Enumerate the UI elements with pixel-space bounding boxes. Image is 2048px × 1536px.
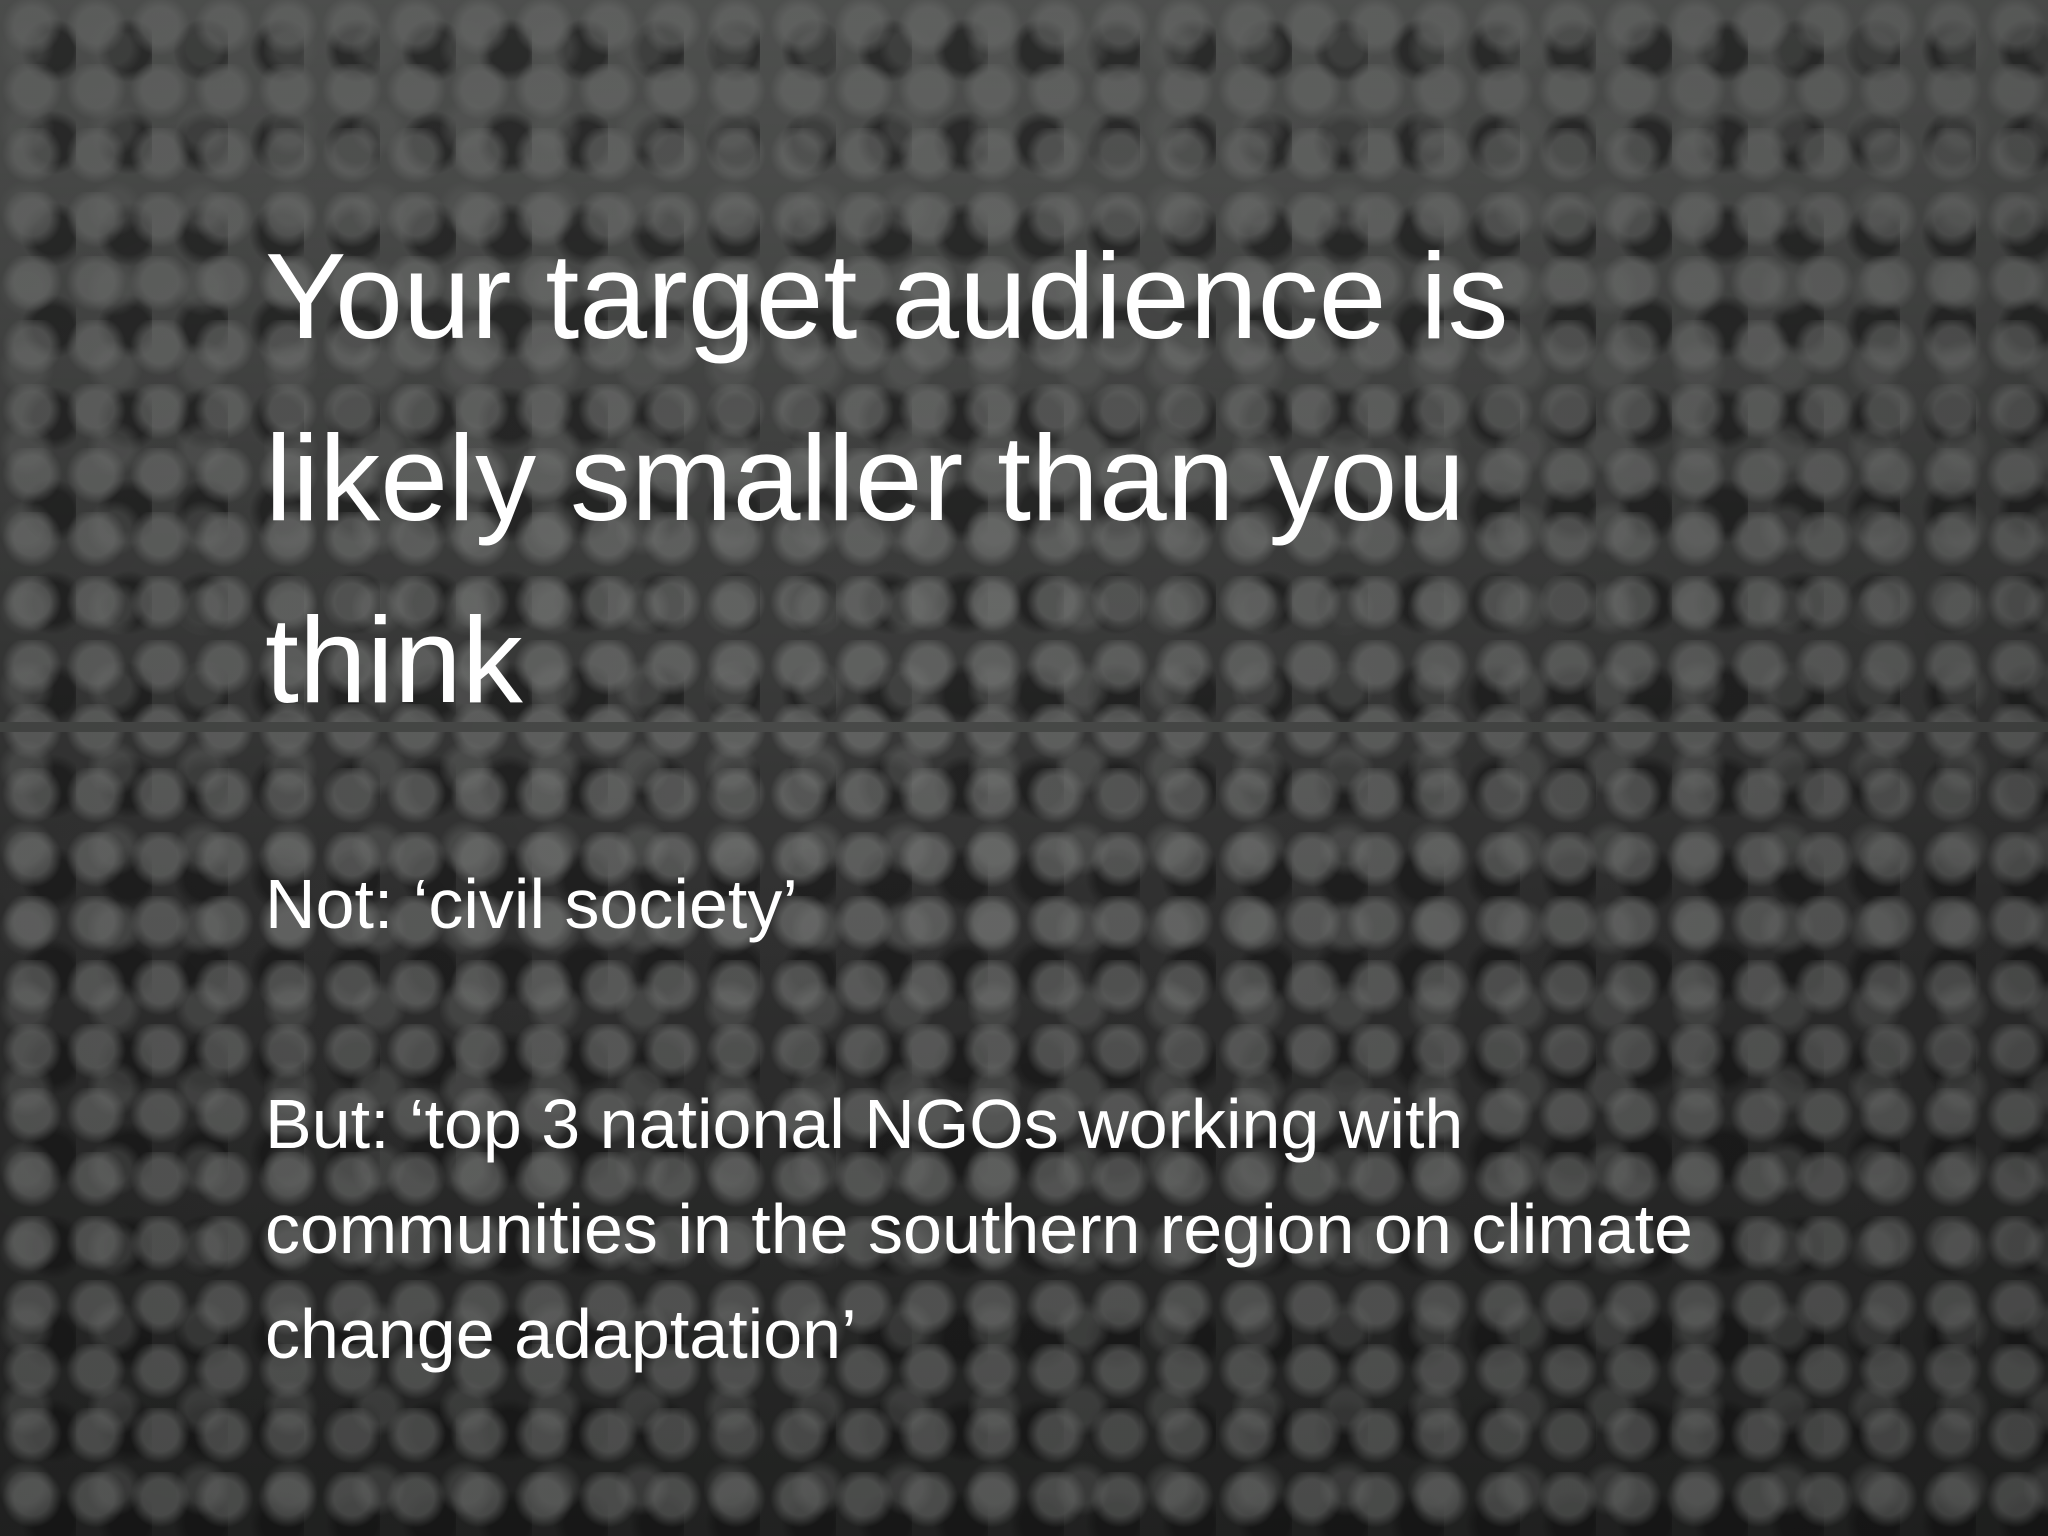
body-text: But: ‘top 3 national NGOs working with c… xyxy=(265,1085,1693,1373)
slide-title: Your target audience is likely smaller t… xyxy=(265,228,1509,728)
body-text: Not: ‘civil society’ xyxy=(265,865,798,943)
background-rail xyxy=(0,722,2048,732)
